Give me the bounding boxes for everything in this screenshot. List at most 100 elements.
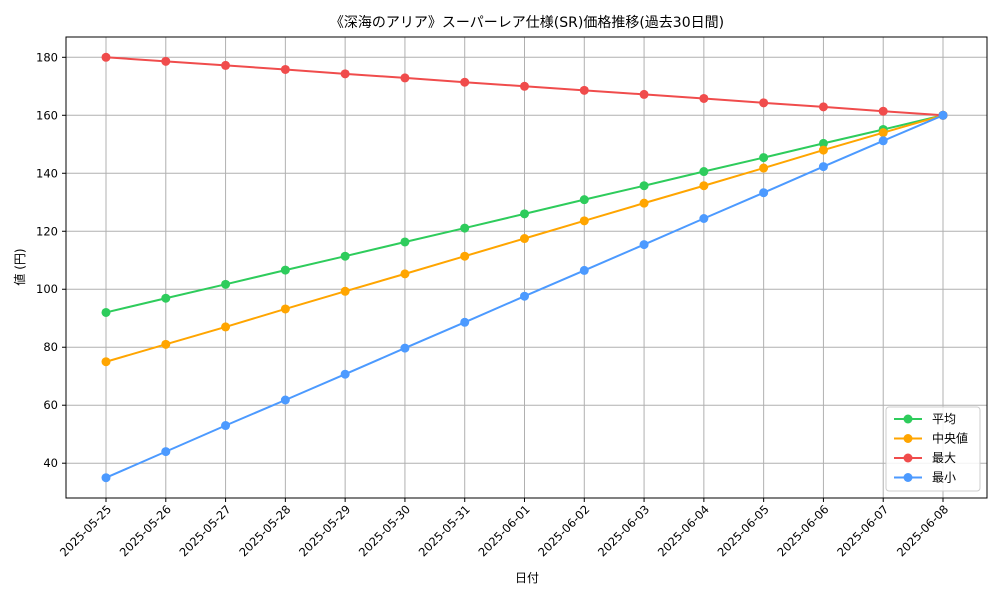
data-point-2 [699,93,709,103]
data-point-1 [340,286,350,296]
data-point-3 [520,291,529,301]
data-point-1 [579,216,589,226]
x-axis-label: 日付 [515,571,539,585]
x-tick-label: 2025-05-26 [117,502,174,559]
y-tick-label: 120 [36,224,58,238]
data-point-0 [579,195,589,205]
data-point-2 [280,64,290,74]
data-point-3 [759,188,769,198]
data-point-2 [161,56,171,66]
data-point-3 [101,473,111,483]
data-point-3 [579,265,589,275]
data-point-1 [101,357,111,367]
data-point-3 [878,136,888,146]
y-axis-label: 値 (円) [12,248,27,285]
data-point-1 [221,322,231,332]
grid [66,37,987,498]
data-point-2 [340,69,350,79]
data-point-1 [400,269,410,279]
x-tick-label: 2025-05-28 [236,502,293,559]
data-point-1 [161,339,171,349]
x-tick-label: 2025-06-05 [715,502,772,559]
legend-marker [903,414,913,424]
legend-label: 最小 [932,471,956,485]
data-point-2 [460,77,470,87]
y-tick-label: 40 [43,456,58,470]
y-tick-label: 80 [43,340,58,354]
legend-item: 平均 [894,412,956,426]
data-point-3 [938,110,948,120]
data-point-0 [161,293,171,303]
data-point-2 [221,60,231,70]
data-point-1 [759,163,769,173]
x-tick-label: 2025-05-30 [356,502,413,559]
data-point-0 [639,181,649,191]
data-point-3 [699,214,709,224]
data-point-3 [400,343,410,353]
x-tick-label: 2025-06-07 [834,502,891,559]
data-point-1 [460,251,470,261]
data-point-0 [460,223,470,233]
x-tick-label: 2025-05-31 [416,502,473,559]
y-axis: 40 60 80 100 120 140 160 180 [36,50,66,470]
data-point-1 [878,128,888,138]
legend-label: 最大 [932,451,956,465]
data-point-3 [280,395,290,405]
x-tick-label: 2025-05-29 [296,502,353,559]
data-point-2 [400,73,410,83]
data-point-0 [221,279,231,289]
x-tick-label: 2025-06-01 [475,502,532,559]
legend-box [885,406,981,492]
data-point-2 [579,85,589,95]
data-point-0 [280,265,290,275]
data-point-1 [818,145,828,155]
data-point-0 [101,307,111,317]
y-tick-label: 60 [43,398,58,412]
data-point-0 [520,209,529,219]
data-point-0 [759,153,769,163]
data-point-2 [818,102,828,112]
data-point-3 [161,447,171,457]
data-point-2 [101,52,111,62]
legend-item: 最大 [894,451,956,465]
data-point-1 [520,234,529,244]
y-tick-label: 160 [36,108,58,122]
y-tick-label: 180 [36,50,58,64]
y-tick-label: 100 [36,282,58,296]
data-point-0 [818,138,828,148]
legend-item: 最小 [894,471,956,485]
x-tick-label: 2025-06-03 [595,502,652,559]
legend-item: 中央値 [894,431,968,446]
x-tick-label: 2025-06-06 [774,502,831,559]
data-point-2 [759,98,769,108]
data-point-1 [280,304,290,314]
data-point-3 [818,162,828,172]
data-point-3 [639,240,649,250]
y-tick-label: 140 [36,166,58,180]
data-point-3 [340,369,350,379]
data-point-2 [878,106,888,116]
data-point-1 [639,198,649,208]
legend-marker [903,434,913,443]
data-point-3 [221,421,231,431]
data-point-2 [639,89,649,99]
data-point-0 [340,251,350,261]
data-point-2 [520,81,529,91]
data-point-1 [699,181,709,191]
x-tick-label: 2025-06-04 [655,502,712,559]
legend-marker [903,473,913,482]
x-tick-label: 2025-06-02 [535,502,592,559]
x-tick-label: 2025-05-25 [57,502,114,559]
chart-title: 《深海のアリア》スーパーレア仕様(SR)価格推移(過去30日間) [330,15,724,31]
x-tick-label: 2025-05-27 [177,502,234,559]
data-point-0 [699,167,709,177]
legend-label: 中央値 [932,431,968,446]
legend-marker [903,453,913,463]
data-point-0 [400,237,410,247]
legend-label: 平均 [932,412,956,426]
x-tick-label: 2025-06-08 [894,502,951,559]
series-points [101,52,948,483]
x-axis: 2025-05-25 2025-05-26 2025-05-27 2025-05-28… [57,498,951,559]
